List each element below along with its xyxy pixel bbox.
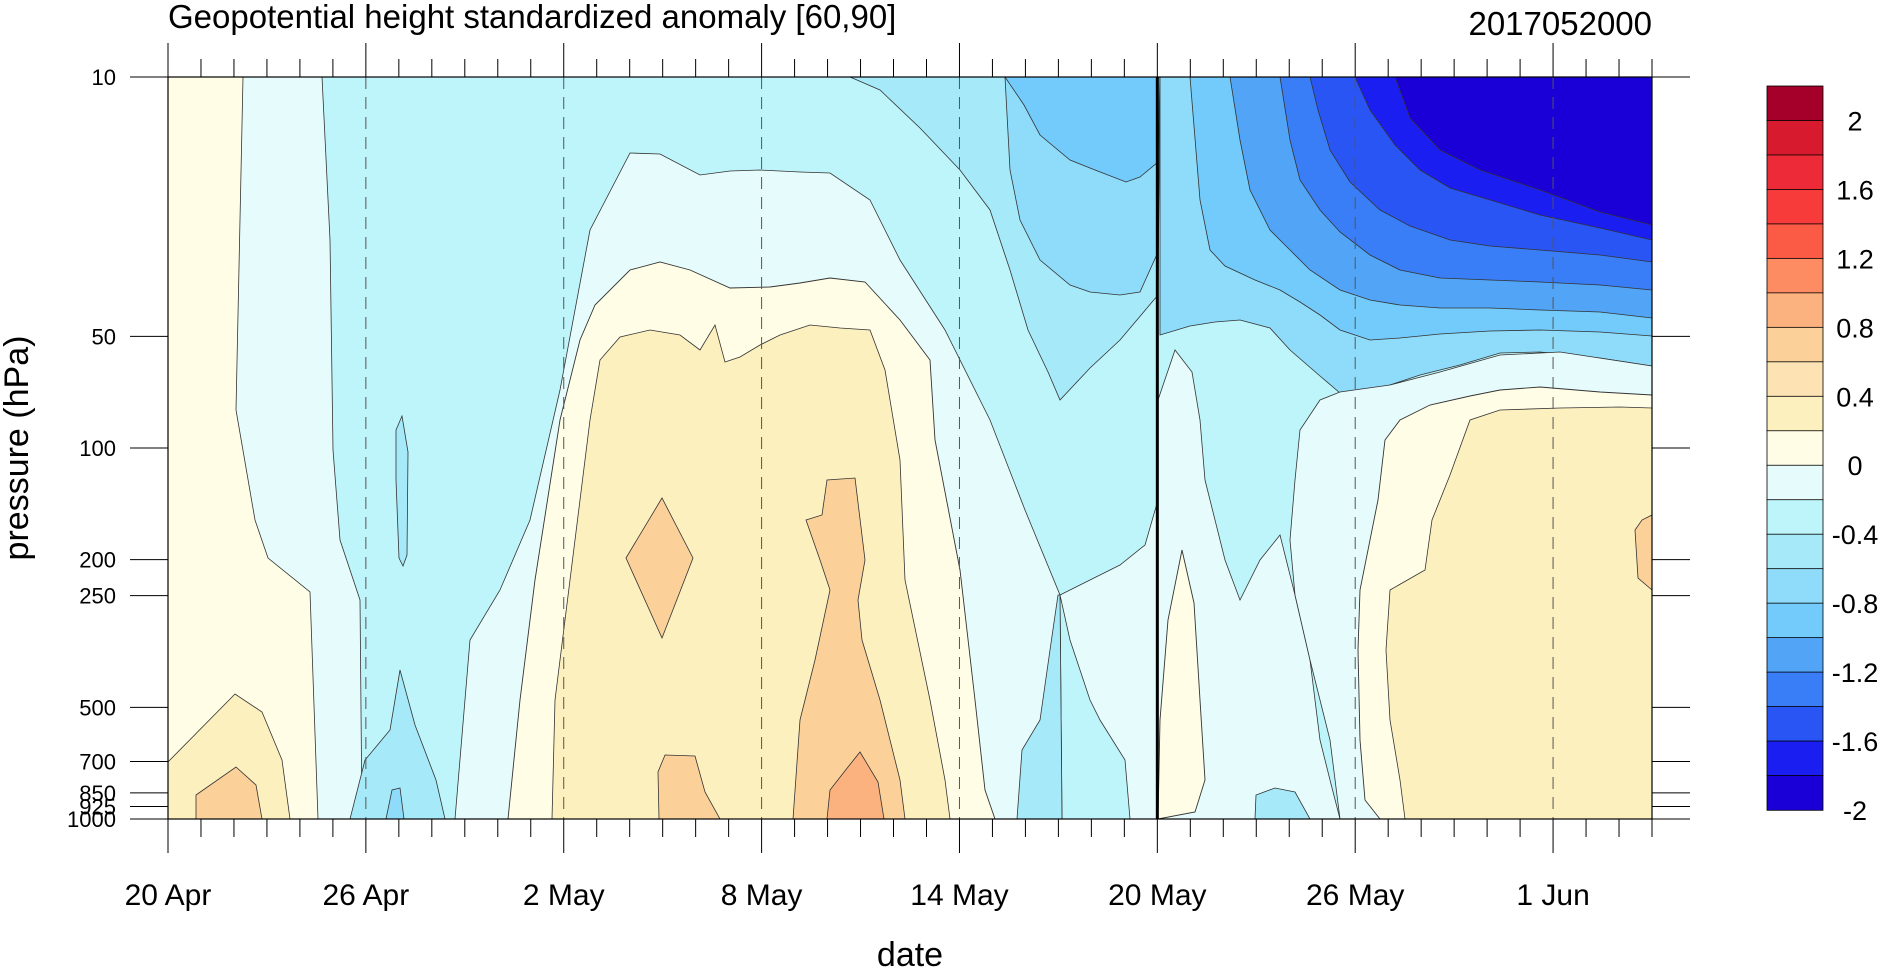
x-tick-label: 8 May bbox=[721, 879, 803, 912]
chart-title: Geopotential height standardized anomaly… bbox=[168, 0, 896, 35]
colorbar-label: 0.4 bbox=[1836, 382, 1874, 412]
colorbar-label: -0.8 bbox=[1832, 589, 1879, 619]
x-tick-label: 1 Jun bbox=[1516, 879, 1589, 912]
contour-fills bbox=[168, 77, 1652, 819]
colorbar-swatch bbox=[1766, 775, 1824, 811]
contour-fill bbox=[1157, 349, 1341, 819]
colorbar-swatch bbox=[1766, 740, 1824, 777]
y-tick-label: 500 bbox=[79, 695, 116, 720]
y-tick-label: 700 bbox=[79, 750, 116, 775]
colorbar-swatch bbox=[1766, 671, 1824, 708]
x-tick-label: 26 May bbox=[1306, 879, 1404, 912]
x-tick-label: 2 May bbox=[523, 879, 605, 912]
y-tick-label: 1000 bbox=[67, 807, 116, 832]
contour-fill bbox=[657, 754, 721, 819]
colorbar-label: -1.2 bbox=[1832, 658, 1879, 688]
colorbar-swatch bbox=[1766, 706, 1824, 742]
colorbar-label: -1.6 bbox=[1832, 727, 1879, 757]
x-tick-label: 20 May bbox=[1108, 879, 1206, 912]
colorbar-label: -0.4 bbox=[1832, 520, 1879, 550]
contour-fill bbox=[168, 693, 291, 819]
y-tick-label: 925 bbox=[79, 794, 116, 819]
colorbar-swatch bbox=[1766, 637, 1824, 673]
colorbar-swatch bbox=[1766, 154, 1824, 191]
colorbar-label: 0.8 bbox=[1836, 313, 1874, 343]
contour-fill bbox=[1004, 77, 1161, 183]
colorbar-swatch bbox=[1766, 464, 1824, 501]
y-tick-label: 50 bbox=[92, 324, 116, 349]
x-tick-labels: 20 Apr 26 Apr 2 May 8 May 14 May 20 May 26 May… bbox=[125, 879, 1590, 912]
contour-fill bbox=[349, 669, 446, 819]
colorbar-label: 0 bbox=[1847, 451, 1862, 481]
y-axis-label: pressure (hPa) bbox=[0, 336, 36, 561]
contour-fill bbox=[1254, 787, 1311, 819]
colorbar-swatch bbox=[1766, 499, 1824, 535]
colorbar-swatch bbox=[1766, 223, 1824, 260]
y-axis-ticks bbox=[130, 76, 1690, 820]
colorbar-swatch bbox=[1766, 189, 1824, 225]
contour-fill bbox=[1634, 514, 1652, 591]
x-tick-label: 20 Apr bbox=[125, 879, 212, 912]
y-tick-label: 100 bbox=[79, 436, 116, 461]
contour-fill bbox=[1385, 406, 1652, 819]
colorbar-label: 1.2 bbox=[1836, 244, 1874, 274]
contour-fill bbox=[195, 766, 263, 819]
colorbar-swatch bbox=[1766, 292, 1824, 329]
colorbar-swatch bbox=[1766, 120, 1824, 156]
colorbar-swatch bbox=[1766, 395, 1824, 432]
contour-fill bbox=[395, 414, 409, 568]
colorbar-label: 2 bbox=[1847, 106, 1862, 136]
colorbar-swatch bbox=[1766, 361, 1824, 397]
contour-fill bbox=[792, 477, 906, 819]
colorbar: 2 1.6 1.2 0.8 0.4 0 -0.4 -0.8 -1.2 -1.6 -2 bbox=[1766, 85, 1879, 826]
colorbar-swatch bbox=[1766, 85, 1824, 122]
contour-fill bbox=[385, 787, 405, 819]
colorbar-swatch bbox=[1766, 533, 1824, 570]
y-tick-label: 10 bbox=[92, 65, 116, 90]
chart-right-title: 2017052000 bbox=[1468, 5, 1652, 42]
date-gridlines bbox=[365, 77, 1554, 819]
contour-fill bbox=[1394, 77, 1652, 226]
colorbar-swatch bbox=[1766, 568, 1824, 604]
contour-fill bbox=[826, 751, 885, 819]
contour-fill bbox=[1157, 549, 1206, 819]
x-tick-label: 26 Apr bbox=[322, 879, 409, 912]
y-tick-label: 200 bbox=[79, 548, 116, 573]
colorbar-swatch bbox=[1766, 326, 1824, 363]
x-axis-ticks bbox=[167, 43, 1653, 853]
colorbar-swatch bbox=[1766, 602, 1824, 639]
colorbar-label: -2 bbox=[1843, 796, 1867, 826]
colorbar-swatch bbox=[1766, 430, 1824, 466]
colorbar-label: 1.6 bbox=[1836, 175, 1874, 205]
colorbar-swatch bbox=[1766, 257, 1824, 294]
contour-fill bbox=[1059, 499, 1159, 819]
x-axis-label: date bbox=[877, 936, 943, 969]
y-tick-label: 850 bbox=[79, 781, 116, 806]
contour-fill bbox=[1016, 594, 1063, 819]
contour-fill bbox=[625, 497, 694, 640]
y-tick-label: 250 bbox=[79, 584, 116, 609]
contour-fill bbox=[168, 77, 319, 819]
x-tick-label: 14 May bbox=[910, 879, 1008, 912]
